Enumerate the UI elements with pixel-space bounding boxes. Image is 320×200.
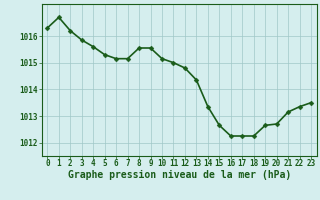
X-axis label: Graphe pression niveau de la mer (hPa): Graphe pression niveau de la mer (hPa) bbox=[68, 170, 291, 180]
